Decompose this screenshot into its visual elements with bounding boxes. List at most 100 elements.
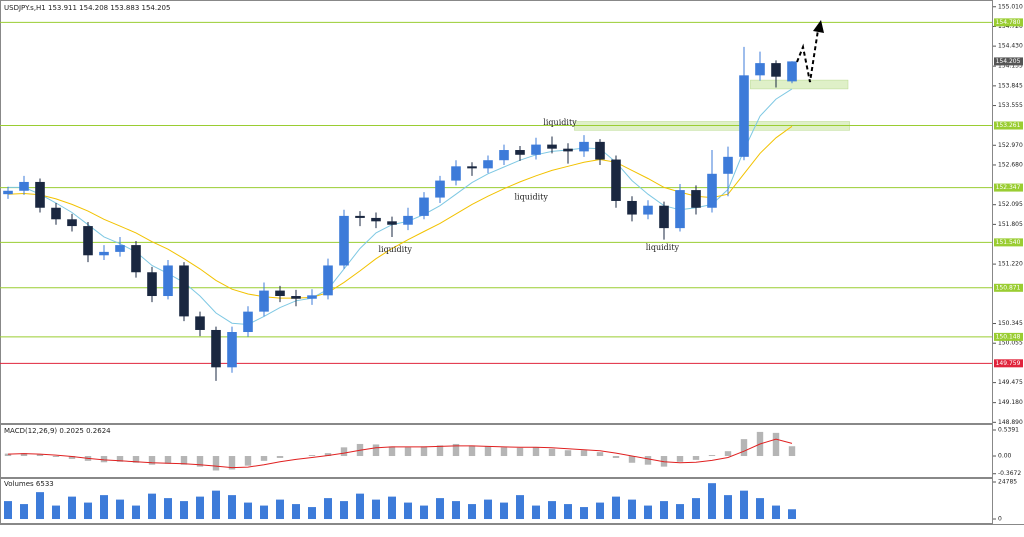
y-tick-label: 154.135: [998, 63, 1023, 70]
volume-bar: [692, 498, 700, 520]
macd-bar: [612, 456, 620, 458]
candle-body: [451, 166, 461, 181]
volume-bar: [548, 501, 556, 520]
volume-bar: [676, 504, 684, 520]
last-price-label: 154.205: [996, 58, 1021, 65]
candle-body: [259, 290, 269, 312]
macd-bar: [788, 446, 796, 457]
level-label-box: [994, 283, 1023, 292]
candle-body: [643, 205, 653, 215]
candle-body: [691, 190, 701, 208]
y-tick-label: 151.805: [998, 221, 1023, 228]
volume-bar: [4, 501, 12, 520]
candle-body: [275, 290, 285, 297]
annotation: liquidity: [515, 193, 549, 202]
level-label-box: [994, 121, 1023, 130]
volume-bar: [132, 505, 140, 520]
volume-bar: [756, 498, 764, 520]
volume-bar: [532, 505, 540, 520]
candle-body: [515, 150, 525, 155]
macd-bar: [548, 448, 556, 457]
candle-body: [595, 141, 605, 160]
macd-bar: [420, 446, 428, 457]
candle-body: [163, 265, 173, 297]
volume-bar: [212, 490, 220, 520]
macd-bar: [644, 456, 652, 465]
macd-bar: [564, 450, 572, 457]
volume-bar: [420, 505, 428, 520]
macd-bar: [628, 456, 636, 463]
level-label: 152.347: [996, 184, 1021, 191]
volume-bar: [644, 505, 652, 520]
macd-bar: [484, 446, 492, 457]
candle-body: [611, 159, 621, 201]
y-tick-label: 153.555: [998, 102, 1023, 109]
y-tick-label: 155.010: [998, 3, 1023, 10]
candle-body: [483, 160, 493, 169]
candle-body: [419, 197, 429, 216]
level-label-box: [994, 332, 1023, 341]
y-tick-label: 0: [998, 516, 1002, 523]
volume-bar: [276, 499, 284, 520]
candle-body: [755, 63, 765, 76]
moving-average: [7, 125, 793, 299]
annotation: liquidity: [543, 118, 577, 127]
candle-body: [547, 144, 557, 149]
macd-bar: [404, 447, 412, 457]
volume-bar: [340, 501, 348, 520]
macd-bar: [500, 447, 508, 457]
volume-bar: [356, 493, 364, 520]
candle-body: [83, 226, 93, 256]
y-tick-label: 150.345: [998, 320, 1023, 327]
y-tick-label: 148.890: [998, 419, 1023, 426]
macd-bar: [452, 443, 460, 457]
level-label: 153.261: [996, 122, 1021, 129]
volume-bar: [772, 505, 780, 520]
candle-body: [131, 245, 141, 273]
volume-bar: [260, 505, 268, 520]
last-price-box: [994, 57, 1023, 66]
volume-bar: [660, 501, 668, 520]
volume-bar: [628, 499, 636, 520]
candle-body: [387, 221, 397, 225]
level-label: 149.759: [996, 360, 1021, 367]
macd-bar: [244, 456, 252, 466]
candle-body: [435, 180, 445, 198]
candle-body: [371, 217, 381, 222]
y-tick-label: 152.095: [998, 201, 1023, 208]
y-tick-label: 152.680: [998, 161, 1023, 168]
macd-bar: [324, 453, 332, 457]
main-panel: [0, 0, 993, 424]
candle-body: [787, 61, 797, 82]
macd-bar: [740, 439, 748, 457]
macd-bar: [116, 456, 124, 462]
plot-layer: 155.010 154.720 154.430 154.135 153.845 153.5…: [0, 3, 1023, 523]
candle-body: [627, 200, 637, 215]
volume-title: Volumes 6533: [4, 480, 54, 488]
macd-bar: [180, 456, 188, 465]
volume-bar: [20, 504, 28, 520]
macd-bar: [436, 445, 444, 457]
volume-bar: [308, 507, 316, 520]
macd-bar: [596, 452, 604, 457]
y-tick-label: 0.00: [998, 453, 1012, 460]
volume-bar: [388, 496, 396, 520]
macd-bar: [708, 455, 716, 457]
volume-bar: [468, 504, 476, 520]
candle-body: [307, 295, 317, 299]
volume-bar: [580, 507, 588, 520]
y-tick-label: 0.5391: [998, 427, 1019, 434]
candle-body: [51, 207, 61, 220]
volume-bar: [52, 505, 60, 520]
volume-bar: [788, 509, 796, 520]
macd-bar: [692, 456, 700, 460]
volume-bar: [324, 498, 332, 520]
volume-bar: [612, 496, 620, 520]
macd-bar: [308, 455, 316, 457]
candle-body: [563, 148, 573, 152]
macd-bar: [724, 451, 732, 457]
macd-bar: [52, 456, 60, 457]
volume-bar: [500, 502, 508, 520]
